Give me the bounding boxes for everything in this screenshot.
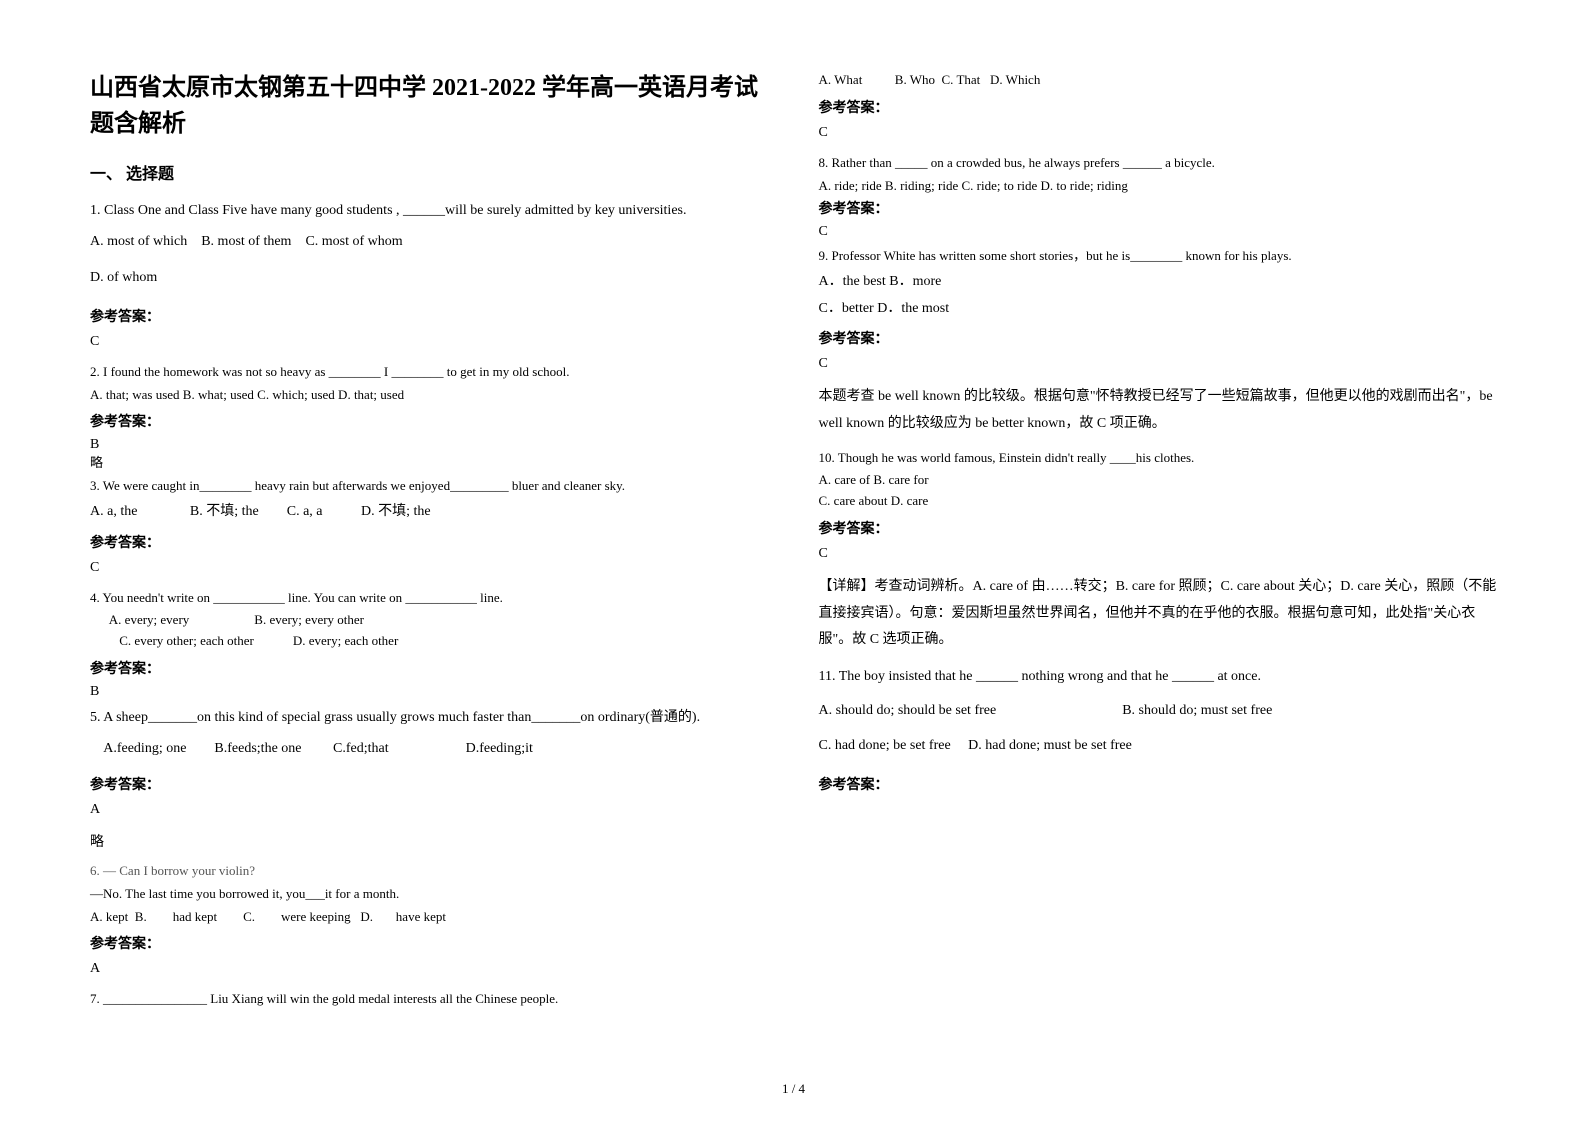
q9-text: 9. Professor White has written some shor… xyxy=(819,246,1498,267)
q10-text: 10. Though he was world famous, Einstein… xyxy=(819,448,1498,469)
q6-text2: —No. The last time you borrowed it, you_… xyxy=(90,884,769,905)
q5-note: 略 xyxy=(90,830,769,857)
q7-answer-label: 参考答案： xyxy=(819,97,1498,117)
q10-explanation: 【详解】考查动词辨析。A. care of 由……转交；B. care for … xyxy=(819,574,1498,654)
q1-opt-c: C. most of whom xyxy=(305,234,402,249)
q11-answer-label: 参考答案： xyxy=(819,774,1498,794)
q10-answer-label: 参考答案： xyxy=(819,518,1498,538)
q6-answer-label: 参考答案： xyxy=(90,933,769,953)
q3-answer-label: 参考答案： xyxy=(90,532,769,552)
q2-note: 略 xyxy=(90,453,769,474)
q11-options2: C. had done; be set free D. had done; mu… xyxy=(819,733,1498,760)
q8-answer-label: 参考答案： xyxy=(819,198,1498,218)
q5-options: A.feeding; one B.feeds;the one C.fed;tha… xyxy=(90,736,769,763)
q1-answer: C xyxy=(90,334,769,350)
q9-answer: C xyxy=(819,356,1498,372)
q7-answer: C xyxy=(819,125,1498,141)
q1-options: A. most of which B. most of them C. most… xyxy=(90,229,769,256)
q4-options2: C. every other; each other D. every; eac… xyxy=(90,631,769,652)
q1-opt-a: A. most of which xyxy=(90,234,187,249)
q1-text: 1. Class One and Class Five have many go… xyxy=(90,198,769,225)
q3-text: 3. We were caught in________ heavy rain … xyxy=(90,476,769,497)
q3-answer: C xyxy=(90,560,769,576)
q9-answer-label: 参考答案： xyxy=(819,328,1498,348)
q5-answer: A xyxy=(90,802,769,818)
q2-answer: B xyxy=(90,437,769,453)
q1-opt-b: B. most of them xyxy=(201,234,291,249)
q5-answer-label: 参考答案： xyxy=(90,774,769,794)
section-header: 一、 选择题 xyxy=(90,160,769,184)
q8-options: A. ride; ride B. riding; ride C. ride; t… xyxy=(819,176,1498,197)
q2-text: 2. I found the homework was not so heavy… xyxy=(90,362,769,383)
q4-options1: A. every; every B. every; every other xyxy=(90,610,769,631)
q4-answer: B xyxy=(90,684,769,700)
q4-text: 4. You needn't write on ___________ line… xyxy=(90,588,769,609)
q11-options1: A. should do; should be set free B. shou… xyxy=(819,698,1498,725)
page-number: 1 / 4 xyxy=(0,1081,1587,1097)
q8-text: 8. Rather than _____ on a crowded bus, h… xyxy=(819,153,1498,174)
q4-answer-label: 参考答案： xyxy=(90,658,769,678)
q9-options2: C．better D．the most xyxy=(819,296,1498,323)
q8-answer: C xyxy=(819,224,1498,240)
q1-opt-d: D. of whom xyxy=(90,265,769,292)
document-title: 山西省太原市太钢第五十四中学 2021-2022 学年高一英语月考试题含解析 xyxy=(90,70,769,142)
q2-options: A. that; was used B. what; used C. which… xyxy=(90,385,769,406)
q9-explanation: 本题考查 be well known 的比较级。根据句意"怀特教授已经写了一些短… xyxy=(819,384,1498,437)
q11-text: 11. The boy insisted that he ______ noth… xyxy=(819,664,1498,691)
q6-options: A. kept B. had kept C. were keeping D. h… xyxy=(90,907,769,928)
q10-answer: C xyxy=(819,546,1498,562)
q10-options2: C. care about D. care xyxy=(819,491,1498,512)
q5-text: 5. A sheep_______on this kind of special… xyxy=(90,706,769,730)
q6-text: 6. — Can I borrow your violin? xyxy=(90,861,769,882)
q10-options1: A. care of B. care for xyxy=(819,470,1498,491)
q9-options1: A．the best B．more xyxy=(819,269,1498,296)
q6-answer: A xyxy=(90,961,769,977)
q1-answer-label: 参考答案： xyxy=(90,306,769,326)
q3-options: A. a, the B. 不填; the C. a, a D. 不填; the xyxy=(90,499,769,526)
q7-options: A. What B. Who C. That D. Which xyxy=(819,70,1498,91)
q7-text: 7. ________________ Liu Xiang will win t… xyxy=(90,989,769,1010)
q2-answer-label: 参考答案： xyxy=(90,411,769,431)
